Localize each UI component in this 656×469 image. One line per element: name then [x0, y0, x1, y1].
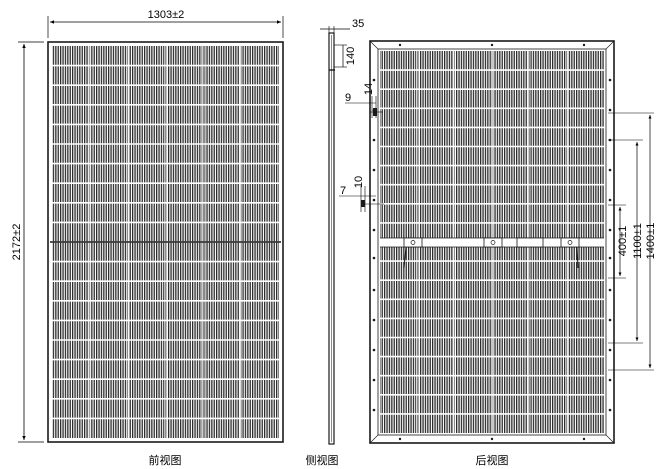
side-offset-label: 140	[345, 47, 357, 65]
junction-box-right	[560, 237, 580, 248]
junction-box-center	[483, 237, 503, 248]
thickness-label: 35	[352, 18, 364, 30]
dim-1400-label: 1400±1	[645, 223, 656, 260]
junction-box-left	[403, 237, 423, 248]
back-inner-frame	[377, 48, 607, 436]
back-view: 9 14 7 10 400±1 1100±1 1400±1 后视图	[339, 40, 656, 467]
width-dimension-label: 1303±2	[148, 9, 185, 21]
cable-left	[403, 246, 407, 269]
height-dimension-label: 2172±2	[11, 224, 23, 261]
detail-14-label: 14	[363, 83, 375, 95]
side-view-caption: 侧视图	[306, 453, 339, 467]
dim-400-label: 400±1	[617, 226, 629, 257]
side-view: 35 140 侧视图	[306, 18, 365, 467]
front-view-caption: 前视图	[149, 453, 182, 467]
junction-box-label	[516, 237, 544, 248]
dim-1100-label: 1100±1	[632, 223, 644, 259]
detail-10-label: 10	[353, 176, 365, 188]
detail-7-label: 7	[340, 185, 346, 197]
detail-9-label: 9	[345, 92, 351, 104]
back-view-caption: 后视图	[476, 453, 509, 467]
mounting-holes	[372, 43, 612, 441]
front-view: 1303±2 2172±2 前视图	[11, 9, 284, 467]
cable-right	[576, 246, 579, 269]
